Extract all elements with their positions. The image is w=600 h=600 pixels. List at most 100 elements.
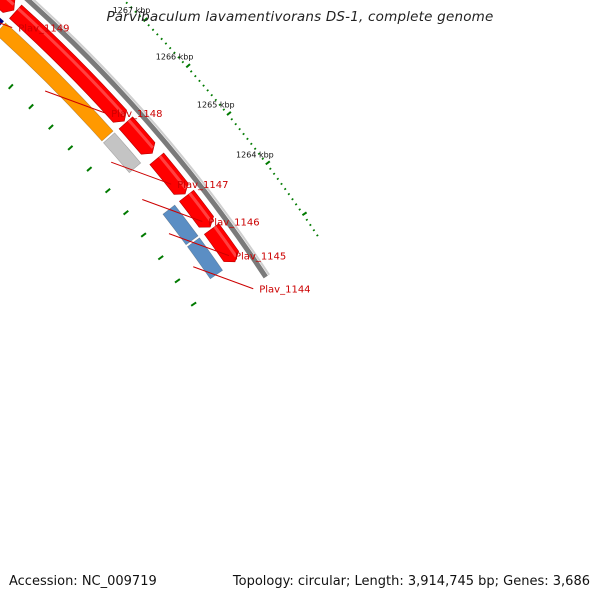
major-tick bbox=[301, 211, 308, 217]
minor-tick bbox=[280, 182, 283, 186]
minor-tick bbox=[214, 98, 218, 102]
cds-highlight bbox=[158, 155, 188, 190]
minor-tick bbox=[134, 10, 137, 14]
cds-highlight bbox=[127, 119, 154, 149]
major-tick bbox=[226, 111, 232, 116]
cds-highlight bbox=[213, 225, 238, 258]
backbone-layer bbox=[24, 0, 270, 279]
tick-label: 1267 kbp bbox=[113, 6, 151, 15]
inner-ruler-tick bbox=[174, 278, 181, 284]
minor-tick bbox=[234, 122, 237, 126]
minor-tick bbox=[129, 6, 133, 9]
minor-tick bbox=[287, 192, 291, 196]
cds-feature bbox=[149, 152, 189, 195]
cog-feature bbox=[103, 132, 142, 174]
minor-tick bbox=[250, 142, 253, 146]
cds-feature bbox=[118, 116, 156, 155]
gene-leader-line bbox=[44, 90, 106, 114]
minor-tick bbox=[305, 218, 309, 222]
gene-label[interactable]: Plav_1145 bbox=[235, 252, 286, 263]
tick-label: 1264 kbp bbox=[236, 150, 274, 159]
minor-tick bbox=[222, 108, 226, 111]
minor-tick bbox=[298, 208, 301, 211]
gene-layer bbox=[0, 0, 239, 280]
genome-summary-text: Topology: circular; Length: 3,914,745 bp… bbox=[230, 573, 592, 590]
minor-tick bbox=[230, 118, 234, 121]
minor-tick bbox=[173, 51, 176, 55]
minor-tick bbox=[147, 24, 150, 27]
cds-feature bbox=[179, 189, 214, 228]
cds-highlight bbox=[188, 192, 213, 223]
minor-tick bbox=[189, 70, 193, 73]
cds-feature bbox=[203, 223, 239, 263]
minor-tick bbox=[181, 60, 185, 64]
minor-tick bbox=[283, 187, 287, 191]
map-title: Parvibaculum lavamentivorans DS-1, compl… bbox=[106, 9, 494, 25]
cds-highlight bbox=[17, 7, 126, 117]
minor-tick bbox=[257, 152, 261, 156]
minor-tick bbox=[202, 84, 205, 87]
major-tick bbox=[185, 63, 191, 69]
minor-tick bbox=[261, 157, 265, 161]
minor-tick bbox=[194, 74, 197, 78]
minor-tick bbox=[138, 14, 142, 18]
inner-ruler-tick bbox=[48, 124, 54, 130]
tick-label: 1265 kbp bbox=[197, 101, 235, 110]
gene-leader-line bbox=[110, 161, 172, 185]
minor-tick bbox=[312, 228, 316, 232]
minor-tick bbox=[198, 79, 201, 83]
gene-leader-line bbox=[142, 199, 203, 222]
minor-tick bbox=[177, 56, 180, 59]
inner-ruler-tick bbox=[7, 83, 14, 90]
minor-tick bbox=[160, 37, 163, 41]
minor-tick bbox=[276, 177, 280, 181]
cog-feature bbox=[162, 204, 199, 246]
minor-tick bbox=[238, 127, 241, 131]
gene-label[interactable]: Plav_1144 bbox=[259, 285, 310, 296]
backbone-outer-ring bbox=[24, 0, 268, 279]
inner-ruler-tick bbox=[86, 166, 93, 172]
inner-ruler-tick bbox=[157, 255, 164, 261]
gene-label[interactable]: Plav_1147 bbox=[177, 180, 228, 191]
minor-tick bbox=[151, 28, 155, 32]
inner-ruler-tick bbox=[122, 210, 129, 216]
minor-tick bbox=[206, 89, 209, 92]
minor-tick bbox=[164, 42, 168, 45]
minor-tick bbox=[294, 203, 298, 206]
gene-leader-line bbox=[0, 22, 13, 29]
backbone-shadow-ring bbox=[32, 0, 270, 276]
cds-highlight bbox=[6, 0, 15, 6]
gene-label[interactable]: Plav_1149 bbox=[18, 24, 69, 35]
major-tick bbox=[265, 160, 271, 166]
minor-tick bbox=[125, 1, 129, 5]
inner-ruler-tick bbox=[67, 145, 74, 151]
minor-tick bbox=[316, 234, 319, 237]
inner-ruler-tick bbox=[104, 187, 111, 194]
minor-tick bbox=[242, 132, 245, 136]
gene-leader-line bbox=[168, 233, 230, 257]
minor-tick bbox=[218, 103, 222, 107]
minor-tick bbox=[210, 93, 214, 97]
gene-label[interactable]: Plav_1148 bbox=[111, 109, 162, 120]
minor-tick bbox=[291, 197, 294, 201]
minor-tick bbox=[168, 46, 172, 50]
gene-label[interactable]: Plav_1146 bbox=[208, 217, 259, 228]
tick-label: 1266 kbp bbox=[156, 52, 194, 61]
major-tick bbox=[142, 17, 148, 23]
cog-feature bbox=[186, 237, 224, 280]
gene-leader-line bbox=[193, 266, 254, 290]
minor-tick bbox=[272, 172, 276, 176]
inner-ruler-tick bbox=[190, 301, 197, 307]
inner-ruler-tick bbox=[140, 232, 147, 238]
minor-tick bbox=[253, 147, 257, 151]
inner-ruler-tick bbox=[28, 103, 34, 110]
minor-tick bbox=[156, 33, 159, 36]
minor-tick bbox=[309, 223, 312, 227]
cds-feature bbox=[9, 4, 127, 123]
cog-feature bbox=[0, 22, 114, 142]
minor-tick bbox=[246, 137, 249, 141]
minor-tick bbox=[269, 167, 272, 171]
label-layer: Plav_1144 Plav_1145 Plav_1146 Plav_1147 Plav… bbox=[0, 22, 311, 296]
